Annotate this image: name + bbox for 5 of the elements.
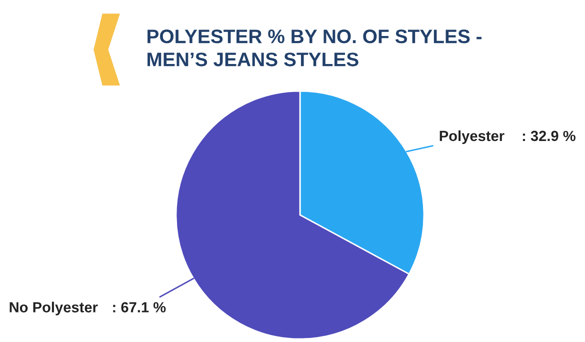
chart-title: POLYESTER % BY NO. OF STYLES - MEN’S JEANS STYLES: [148, 30, 482, 66]
slice-label: No Polyester: [10, 302, 98, 316]
data-label: : 67.1 %: [113, 302, 166, 312]
slice-label: Polyester: [440, 130, 504, 144]
data-label: : 32.9 %: [522, 130, 576, 142]
